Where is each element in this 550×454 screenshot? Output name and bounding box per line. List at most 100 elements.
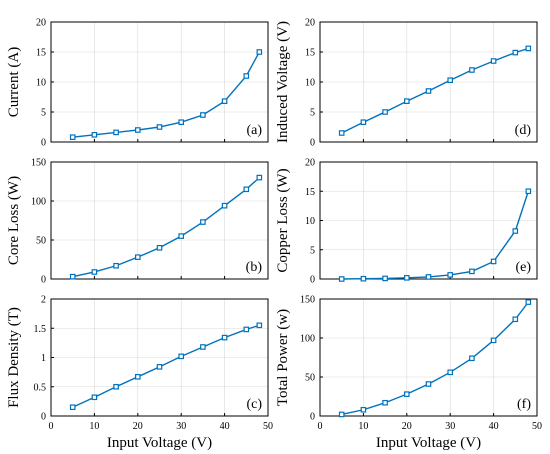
data-point xyxy=(425,274,432,280)
x-tick-label: 40 xyxy=(220,421,230,432)
data-point xyxy=(382,399,388,406)
panel-current: 0 5 10 15 20 Current (A) (a) xyxy=(6,18,269,149)
y-tick-label: 150 xyxy=(31,158,46,169)
data-point xyxy=(469,67,475,73)
panel-core-loss: 0 50 100 150 Core Loss (W) (b) xyxy=(6,158,269,286)
data-point xyxy=(525,299,532,305)
y-tick-label: 15 xyxy=(36,48,46,59)
series-line xyxy=(341,47,529,134)
data-point xyxy=(200,219,206,225)
x-tick-label: 0 xyxy=(318,421,323,432)
panel-copper-loss: 0 5 10 15 20 Copper Loss (W) (e) xyxy=(275,158,538,286)
data-point xyxy=(113,383,119,390)
series-line xyxy=(341,301,529,416)
data-point xyxy=(404,391,410,397)
y-tick-label: 0.5 xyxy=(34,382,47,393)
y-tick-label: 10 xyxy=(305,216,315,227)
x-tick-label: 30 xyxy=(445,421,455,432)
y-tick-label: 100 xyxy=(31,197,46,208)
data-point xyxy=(113,262,119,269)
data-point xyxy=(69,134,76,141)
data-point xyxy=(178,119,185,126)
data-point xyxy=(156,245,163,251)
x-tick-label: 20 xyxy=(402,421,412,432)
y-tick-label: 10 xyxy=(36,78,46,89)
data-point xyxy=(338,276,345,282)
data-point xyxy=(490,58,497,64)
y-tick-label: 50 xyxy=(36,236,46,247)
data-point xyxy=(221,334,228,341)
panel-tag: (b) xyxy=(246,260,263,275)
y-tick-label: 15 xyxy=(305,48,315,59)
data-point xyxy=(178,353,185,360)
x-tick-label: 50 xyxy=(532,421,542,432)
plot-frame xyxy=(50,161,269,280)
y-tick-label: 0 xyxy=(310,138,315,149)
data-point xyxy=(256,322,263,329)
data-point xyxy=(178,233,185,239)
data-point xyxy=(360,406,367,413)
data-point xyxy=(135,127,141,133)
data-point xyxy=(525,188,532,195)
data-point xyxy=(512,49,519,56)
data-point xyxy=(382,275,388,282)
panel-tag: (d) xyxy=(515,123,532,138)
panel-tag: (a) xyxy=(246,123,262,138)
y-tick-label: 20 xyxy=(36,18,46,29)
data-point xyxy=(382,109,388,115)
y-tick-label: 5 xyxy=(310,108,315,119)
x-tick-label: 0 xyxy=(49,421,54,432)
data-point xyxy=(91,132,98,138)
data-point xyxy=(512,228,519,234)
data-point xyxy=(135,374,141,380)
y-axis-label: Induced Voltage (V) xyxy=(275,21,291,143)
data-point xyxy=(221,202,228,209)
x-axis-label: Input Voltage (V) xyxy=(376,435,481,451)
series-line xyxy=(341,191,529,280)
data-point xyxy=(243,326,250,333)
y-tick-label: 20 xyxy=(305,18,315,29)
panel-flux-density: 0 10 20 30 40 50 0 0.5 1 1.5 2 Flux Density (T) Inpu… xyxy=(6,295,273,452)
data-point xyxy=(256,174,263,181)
panel-tag: (c) xyxy=(246,397,262,412)
series-line xyxy=(72,177,260,278)
y-tick-label: 0 xyxy=(41,138,46,149)
data-point xyxy=(69,273,76,280)
y-axis-label: Current (A) xyxy=(6,47,22,117)
data-point xyxy=(447,369,454,376)
x-tick-label: 10 xyxy=(89,421,99,432)
x-tick-label: 10 xyxy=(358,421,368,432)
panel-tag: (f) xyxy=(517,397,531,412)
series-line xyxy=(72,324,260,408)
data-point xyxy=(490,337,497,344)
panel-induced-voltage: 0 5 10 15 20 Induced Voltage (V) (d) xyxy=(275,18,538,149)
y-axis-label: Core Loss (W) xyxy=(6,176,22,265)
data-point xyxy=(425,381,432,387)
data-point xyxy=(404,98,410,105)
data-point xyxy=(490,258,497,265)
y-tick-label: 15 xyxy=(305,187,315,198)
data-point xyxy=(156,124,163,130)
data-point xyxy=(200,112,206,118)
y-axis-label: Flux Density (T) xyxy=(6,307,22,408)
data-point xyxy=(243,73,250,79)
x-tick-label: 20 xyxy=(133,421,143,432)
y-tick-label: 50 xyxy=(305,373,315,384)
y-tick-label: 10 xyxy=(305,78,315,89)
y-tick-label: 2 xyxy=(41,295,46,306)
y-tick-label: 5 xyxy=(310,245,315,256)
data-point xyxy=(243,186,250,193)
data-point xyxy=(91,394,98,401)
data-point xyxy=(360,275,367,282)
y-axis-label: Copper Loss (W) xyxy=(275,168,291,272)
data-point xyxy=(256,49,263,55)
data-point xyxy=(360,119,367,126)
panel-tag: (e) xyxy=(515,260,531,275)
data-point xyxy=(338,411,345,418)
data-point xyxy=(156,364,163,370)
y-tick-label: 0 xyxy=(310,412,315,423)
y-tick-label: 1.5 xyxy=(34,324,47,335)
data-point xyxy=(135,254,141,260)
y-tick-label: 1 xyxy=(41,353,46,364)
